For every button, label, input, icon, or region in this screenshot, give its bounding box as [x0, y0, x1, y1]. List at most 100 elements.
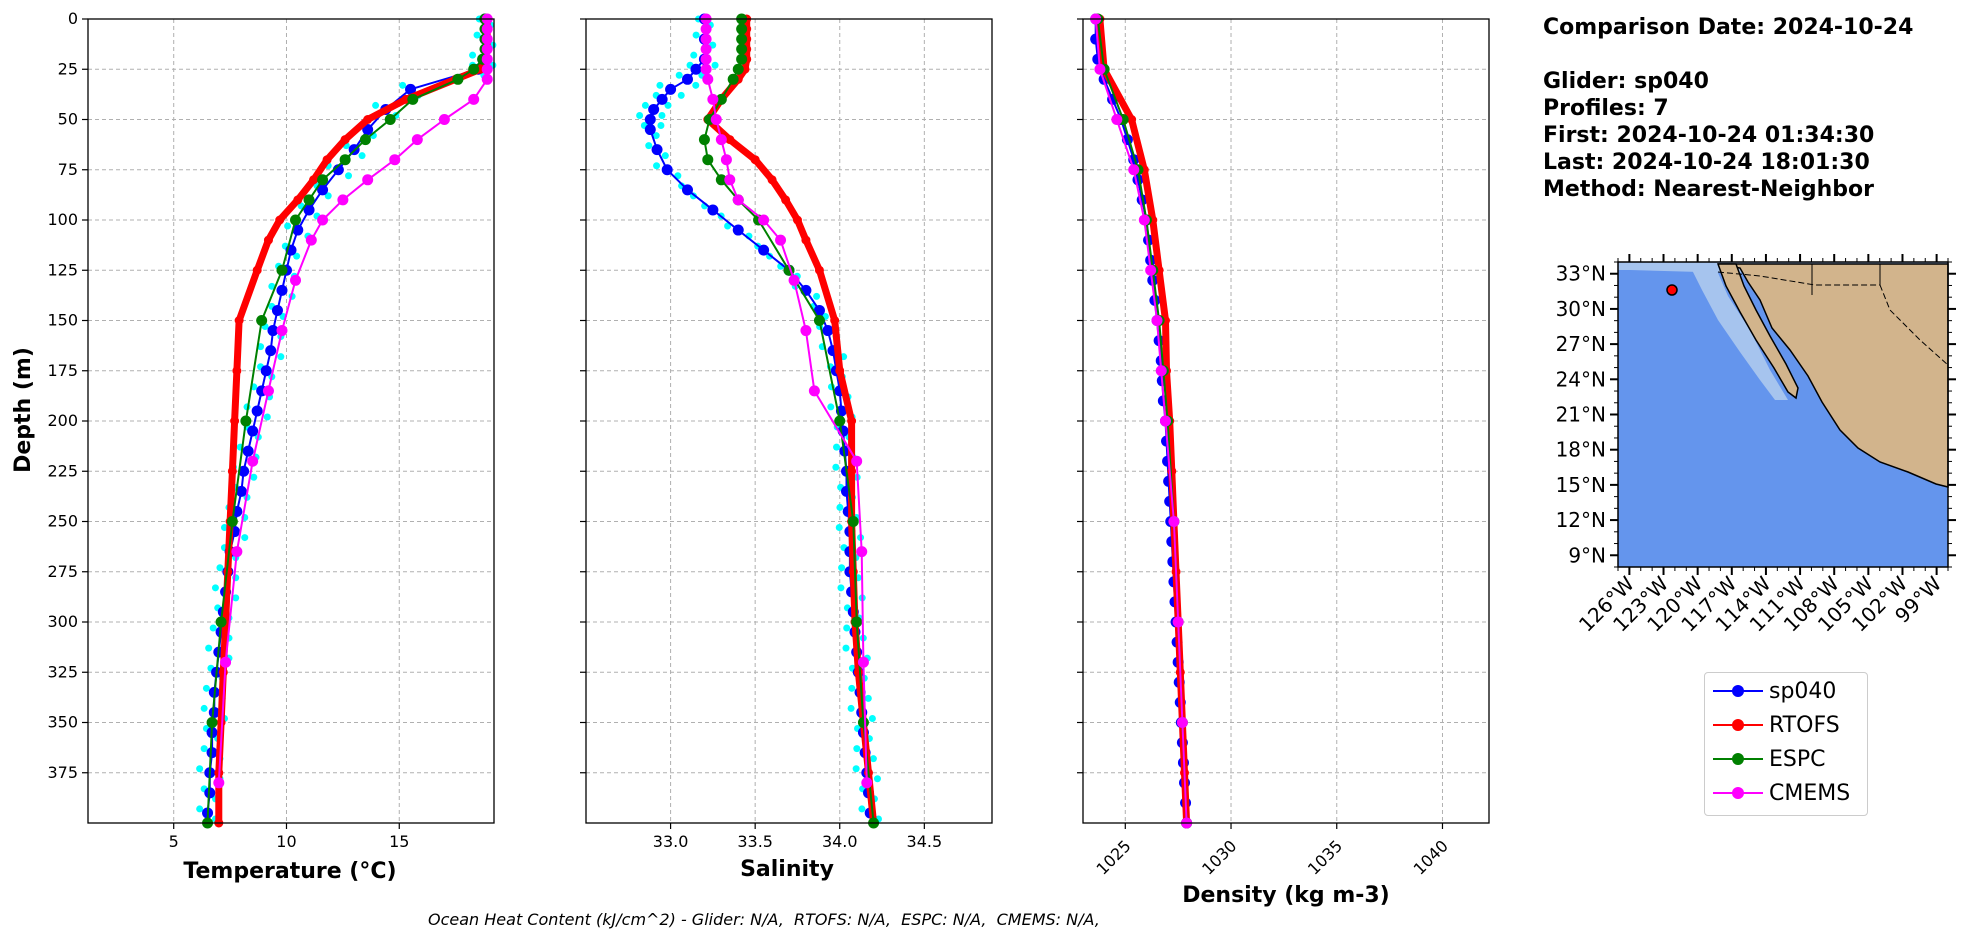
glider-raw-point [200, 745, 208, 753]
legend-label-rtofs: RTOFS [1769, 713, 1840, 738]
data-point-sp040 [271, 304, 283, 316]
data-point-sp040 [235, 485, 247, 497]
data-point-sp040 [822, 325, 834, 337]
data-point-cmems [702, 73, 714, 85]
y-tick-label: 175 [47, 361, 78, 380]
data-point-cmems [231, 546, 243, 558]
y-tick-label: 75 [58, 160, 78, 179]
glider-raw-point [473, 31, 481, 39]
glider-raw-point [250, 473, 258, 481]
data-point-rtofs [227, 466, 237, 476]
legend-label-sp040: sp040 [1769, 679, 1837, 704]
data-point-sp040 [265, 345, 277, 357]
glider-name: Glider: sp040 [1543, 69, 1709, 94]
temperature-panel: 5 10 1502550751001251501752002252502753003… [47, 9, 497, 851]
data-point-sp040 [644, 124, 656, 136]
data-point-rtofs [830, 316, 840, 325]
data-point-cmems [1145, 264, 1157, 276]
glider-raw-point [833, 443, 841, 451]
glider-location-marker [1666, 284, 1678, 296]
map-lat-label: 9°N [1568, 543, 1606, 567]
glider-raw-point [345, 172, 353, 180]
data-point-espc [215, 616, 227, 628]
data-point-sp040 [208, 706, 220, 718]
x-tick-label: 1035 [1304, 836, 1346, 878]
data-point-sp040 [707, 204, 719, 216]
data-point-rtofs [725, 135, 735, 145]
glider-raw-point [852, 765, 860, 773]
data-point-rtofs [230, 416, 240, 426]
legend-item-cmems: CMEMS [1705, 777, 1865, 807]
salinity-panel: 33.0 33.5 34.0 34.5 [580, 13, 993, 851]
data-point-rtofs [848, 567, 858, 577]
data-point-sp040 [303, 204, 315, 216]
data-point-cmems [481, 43, 493, 55]
y-tick-label: 25 [58, 59, 78, 78]
x-tick-label: 33.0 [653, 832, 689, 851]
data-point-espc [851, 616, 863, 628]
glider-raw-point [658, 111, 666, 119]
legend: sp040 RTOFS ESPC CMEMS [1704, 672, 1868, 816]
data-point-espc [847, 516, 859, 527]
data-point-espc [256, 315, 268, 326]
data-point-cmems [481, 63, 493, 75]
map-lat-label: 24°N [1556, 367, 1606, 391]
glider-raw-point [664, 101, 672, 109]
series-line-sp040 [649, 19, 872, 814]
legend-item-espc: ESPC [1705, 743, 1865, 773]
data-point-cmems [710, 114, 722, 125]
glider-raw-point [813, 292, 821, 300]
data-point-rtofs [792, 215, 802, 225]
glider-raw-point [858, 805, 866, 813]
data-point-rtofs [847, 466, 857, 476]
data-point-cmems [720, 154, 732, 166]
data-point-rtofs [835, 366, 845, 376]
legend-swatch-sp040 [1713, 685, 1763, 697]
glider-raw-point [838, 564, 846, 572]
y-tick-label: 125 [47, 260, 78, 279]
legend-label-cmems: CMEMS [1769, 781, 1851, 806]
data-point-espc [359, 134, 371, 146]
data-point-sp040 [292, 224, 304, 236]
data-point-cmems [438, 114, 450, 125]
map-lat-label: 30°N [1556, 297, 1606, 321]
data-point-espc [736, 43, 748, 55]
glider-raw-point [711, 61, 719, 69]
data-point-sp040 [276, 284, 288, 296]
data-point-rtofs [363, 115, 373, 124]
glider-raw-point [641, 101, 649, 109]
glider-raw-point [372, 101, 380, 109]
glider-raw-point [205, 644, 213, 652]
data-point-sp040 [251, 405, 263, 417]
data-point-espc [834, 415, 846, 427]
legend-swatch-rtofs [1713, 719, 1763, 731]
map-lat-label: 21°N [1556, 403, 1606, 427]
y-tick-label: 375 [47, 763, 78, 782]
data-point-cmems [758, 214, 770, 226]
y-axis-label: Depth (m) [11, 347, 36, 473]
location-map: 33°N30°N27°N24°N21°N18°N15°N12°N9°N126°W… [1556, 254, 1956, 637]
data-point-rtofs [275, 215, 285, 225]
data-point-rtofs [322, 155, 332, 165]
data-point-cmems [700, 33, 712, 45]
data-point-espc [317, 174, 329, 186]
last-time: Last: 2024-10-24 18:01:30 [1543, 150, 1870, 175]
series-line-cmems [705, 19, 868, 783]
data-point-sp040 [813, 304, 825, 316]
data-point-cmems [389, 154, 401, 166]
data-point-sp040 [682, 184, 693, 196]
data-point-sp040 [238, 465, 250, 477]
data-point-cmems [724, 174, 736, 186]
legend-swatch-espc [1713, 753, 1763, 765]
data-point-espc [290, 214, 302, 226]
data-point-rtofs [847, 416, 857, 426]
data-point-rtofs [853, 667, 863, 677]
density-panel: 1025 1030 1035 1040 [1077, 13, 1490, 879]
glider-raw-point [200, 704, 208, 712]
glider-raw-point [358, 152, 366, 160]
map-lat-label: 33°N [1556, 262, 1606, 286]
glider-raw-point [661, 152, 669, 160]
data-point-sp040 [260, 365, 272, 377]
data-point-cmems [1172, 616, 1184, 628]
data-point-espc [702, 154, 714, 166]
